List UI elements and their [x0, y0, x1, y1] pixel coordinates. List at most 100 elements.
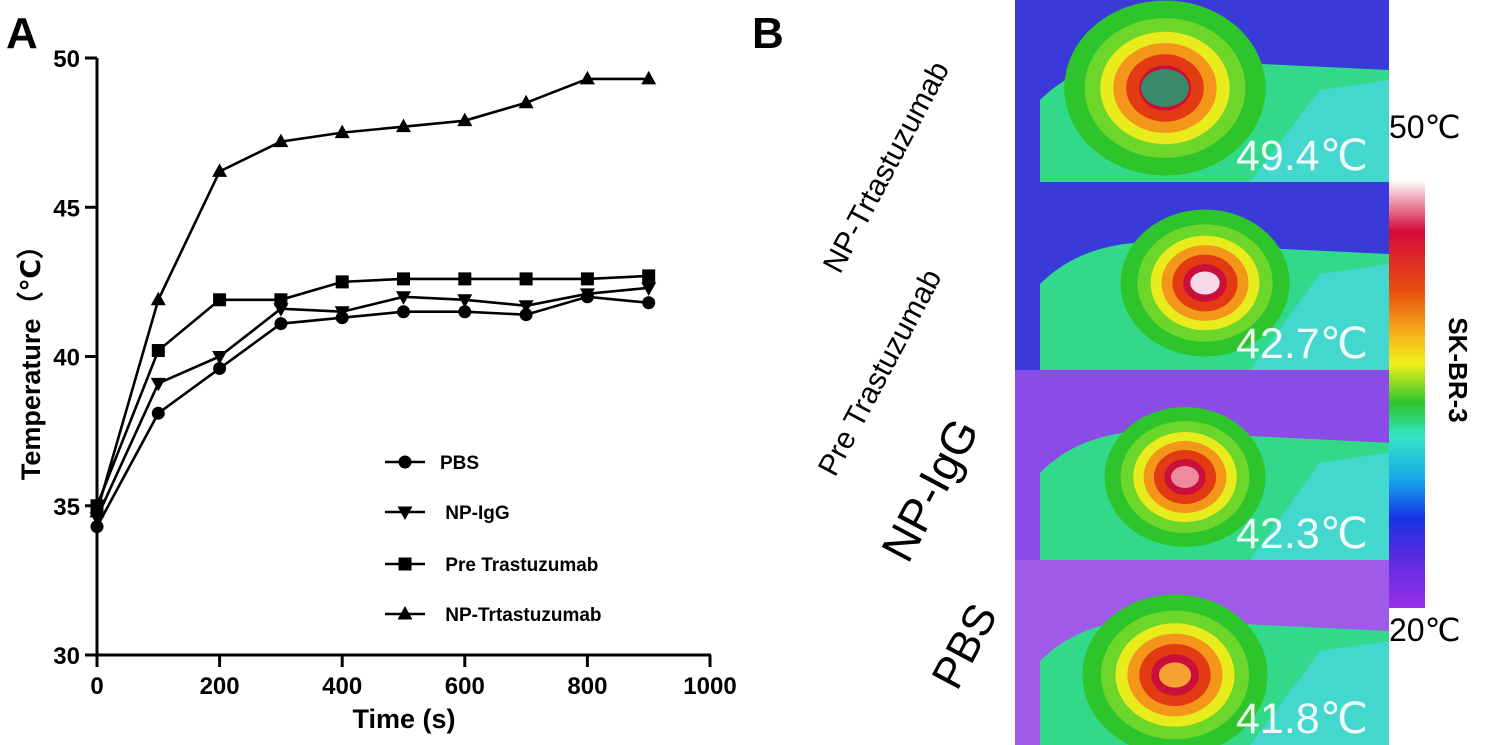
data-point-np-trtastuzumab	[457, 112, 473, 127]
x-tick-label: 400	[322, 673, 362, 700]
data-point-pre-trastuzumab	[274, 293, 288, 307]
thermal-image-pre-trastuzumab: 42.7℃	[1015, 182, 1389, 370]
data-point-pbs	[642, 296, 656, 310]
data-point-np-igg	[579, 288, 595, 302]
data-point-pre-trastuzumab	[335, 275, 349, 289]
data-point-np-trtastuzumab	[212, 163, 228, 177]
data-point-np-igg	[212, 351, 228, 365]
panel-b-label: B	[752, 9, 784, 58]
data-point-pre-trastuzumab	[151, 344, 165, 358]
series-np-trtastuzumab	[89, 70, 657, 518]
plot-area: 30 35 40 45 50 0 200 400 600 800 1000 PBS NP-IgG …	[53, 46, 736, 700]
data-point-np-igg	[150, 377, 166, 392]
thermal-image-pbs: 41.8℃	[1015, 560, 1389, 745]
thermal-body-edge	[1250, 452, 1389, 560]
data-point-np-igg	[518, 300, 534, 314]
colorbar	[1389, 180, 1425, 608]
temperature-readout: 49.4℃	[1236, 132, 1368, 180]
y-tick-label: 40	[53, 345, 80, 372]
data-point-np-igg	[641, 282, 657, 296]
data-point-pre-trastuzumab	[397, 272, 410, 286]
thermal-body-edge	[1250, 264, 1389, 370]
group-label-np-trastuzumab: NP-Trtastuzumab	[817, 56, 956, 278]
heat-core	[1190, 271, 1220, 295]
series-pre-trastuzumab	[90, 269, 656, 513]
data-point-np-trtastuzumab	[334, 124, 350, 139]
data-point-pbs	[274, 317, 288, 331]
y-axis-title: Temperature（℃）	[16, 232, 46, 480]
x-tick-label: 200	[200, 673, 240, 700]
x-tick-label: 800	[567, 673, 607, 700]
panel-a: A 30 35 40 45 50 0 200 400 600 800 1000 PBS NP-Ig…	[6, 9, 737, 734]
series-pbs	[90, 290, 656, 534]
legend-item-pbs: PBS	[385, 453, 479, 474]
series-line-pbs	[95, 295, 649, 528]
y-tick-label: 50	[53, 46, 80, 73]
series-line-np-igg	[95, 286, 649, 519]
data-point-pre-trastuzumab	[642, 269, 656, 283]
legend-item-np-igg: NP-IgG	[385, 503, 510, 524]
group-label-pbs: PBS	[923, 596, 1008, 697]
legend-item-np-trtastuzumab: NP-Trtastuzumab	[385, 605, 602, 626]
heat-core	[1171, 466, 1199, 488]
y-tick-label: 35	[53, 494, 80, 521]
y-tick-label: 30	[53, 643, 80, 670]
data-point-pre-trastuzumab	[458, 272, 472, 286]
x-tick-label: 600	[445, 673, 485, 700]
data-point-pbs	[213, 361, 227, 375]
colorbar-max-label: 50℃	[1389, 109, 1461, 145]
data-point-pre-trastuzumab	[213, 293, 227, 307]
thermal-body-edge	[1250, 80, 1389, 182]
legend-label: NP-IgG	[440, 503, 510, 524]
legend-label: Pre Trastuzumab	[440, 555, 598, 576]
temperature-readout: 41.8℃	[1236, 695, 1368, 743]
data-point-np-igg	[457, 294, 473, 308]
x-axis-ticks: 0 200 400 600 800 1000	[90, 655, 737, 700]
y-tick-label: 45	[53, 195, 80, 222]
legend-marker	[397, 606, 413, 620]
panel-a-label: A	[6, 9, 38, 58]
thermal-image-np-trtastuzumab: 49.4℃	[1015, 0, 1389, 182]
series-line-np-trtastuzumab	[95, 77, 649, 513]
thermal-image-np-igg: 42.3℃	[1015, 370, 1389, 560]
data-point-np-igg	[396, 291, 411, 305]
data-point-pbs	[397, 305, 410, 319]
x-tick-label: 0	[90, 673, 103, 700]
x-axis-title: Time (s)	[352, 704, 455, 734]
legend-label: NP-Trtastuzumab	[440, 605, 602, 626]
x-tick-label: 1000	[683, 673, 736, 700]
y-axis-ticks: 30 35 40 45 50	[53, 46, 97, 670]
temperature-readout: 42.7℃	[1236, 320, 1368, 368]
data-point-np-igg	[334, 306, 350, 320]
heat-core	[1158, 662, 1192, 688]
legend-marker	[397, 506, 413, 520]
data-point-pbs	[151, 406, 165, 420]
series-layer	[89, 70, 657, 534]
temperature-readout: 42.3℃	[1236, 510, 1368, 558]
data-point-np-trtastuzumab	[150, 291, 166, 306]
legend: PBS NP-IgG Pre Trastuzumab NP-Trtastuzum…	[385, 453, 602, 626]
group-label-np-igg: NP-IgG	[871, 410, 989, 570]
data-point-np-trtastuzumab	[273, 133, 289, 148]
series-np-igg	[89, 282, 657, 526]
data-point-np-trtastuzumab	[641, 70, 657, 85]
legend-marker	[398, 557, 412, 571]
legend-marker	[398, 455, 412, 469]
legend-item-pre-trastuzumab: Pre Trastuzumab	[385, 555, 598, 576]
data-point-pbs	[519, 308, 533, 322]
colorbar-min-label: 20℃	[1389, 612, 1461, 648]
legend-label: PBS	[440, 453, 479, 474]
saturated-core	[1141, 69, 1189, 107]
series-line-pre-trastuzumab	[95, 274, 649, 507]
colorbar-cell-line: SK-BR-3	[1443, 317, 1473, 422]
data-point-pbs	[90, 520, 104, 534]
data-point-np-igg	[273, 303, 289, 317]
data-point-np-trtastuzumab	[518, 94, 534, 109]
data-point-np-trtastuzumab	[579, 70, 595, 85]
data-point-pre-trastuzumab	[519, 272, 533, 286]
thermal-body-edge	[1250, 641, 1389, 745]
thermal-images: 49.4℃ 42.7℃ 42.3℃ 41.8℃	[1015, 0, 1389, 745]
data-point-np-trtastuzumab	[89, 503, 105, 518]
data-point-pbs	[458, 305, 472, 319]
